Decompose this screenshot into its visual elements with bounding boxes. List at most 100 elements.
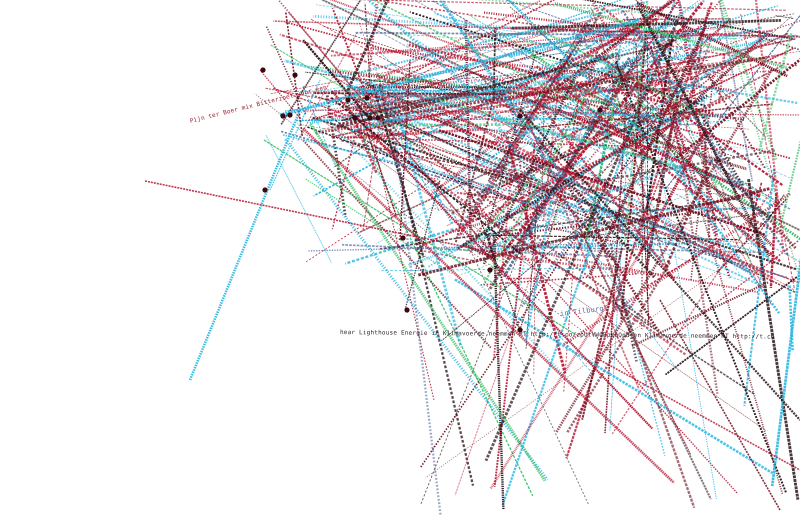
strand	[588, 84, 671, 191]
strand	[533, 201, 537, 375]
strand	[487, 111, 546, 194]
strand	[456, 94, 708, 251]
strand	[299, 109, 800, 116]
strand	[313, 92, 506, 96]
strand	[353, 120, 379, 175]
strand	[425, 231, 773, 479]
strand	[522, 123, 713, 131]
strand	[311, 94, 656, 213]
strand	[520, 218, 588, 308]
strand	[581, 247, 623, 420]
strand	[457, 181, 726, 277]
strand	[270, 44, 385, 113]
strand	[369, 25, 800, 263]
strand	[352, 101, 591, 371]
strand	[371, 84, 425, 258]
strand	[508, 21, 686, 58]
strand	[329, 69, 745, 121]
strand	[510, 18, 782, 30]
strand	[754, 193, 785, 241]
strand	[677, 15, 793, 116]
strand	[492, 230, 505, 510]
strand	[486, 94, 538, 106]
strand	[394, 33, 592, 47]
strand	[519, 109, 800, 421]
strand	[404, 150, 549, 217]
strand	[492, 144, 515, 361]
strand	[664, 161, 712, 268]
strand	[378, 84, 475, 486]
strand	[570, 76, 673, 237]
strand	[455, 147, 554, 202]
strand	[434, 12, 695, 89]
strand	[716, 25, 728, 69]
strand	[713, 158, 797, 250]
strand	[469, 189, 521, 331]
strand	[330, 97, 522, 255]
strand	[282, 134, 756, 253]
strand	[718, 0, 754, 182]
strand	[623, 0, 649, 242]
network-node	[352, 115, 358, 121]
strand	[421, 89, 661, 248]
strand	[640, 0, 784, 495]
strand	[441, 160, 662, 342]
strand	[488, 42, 648, 290]
strand	[456, 191, 538, 204]
strand	[420, 32, 606, 506]
strand	[327, 16, 600, 104]
strand	[758, 31, 793, 151]
strand	[480, 273, 637, 286]
strand	[302, 69, 595, 95]
strand	[482, 89, 590, 286]
strand	[484, 64, 634, 140]
strand	[309, 65, 694, 114]
strand	[269, 79, 321, 191]
strand	[482, 11, 655, 34]
strand	[454, 86, 597, 496]
strand	[620, 30, 648, 321]
strand	[690, 74, 715, 281]
strand	[419, 60, 697, 469]
strand	[336, 52, 619, 129]
strand	[671, 57, 800, 163]
strand	[378, 5, 643, 78]
strand	[384, 97, 454, 224]
strand	[664, 276, 798, 376]
strand	[331, 122, 359, 230]
strand	[350, 115, 651, 245]
strand	[313, 114, 766, 431]
strand	[469, 0, 623, 53]
strand	[273, 20, 800, 38]
strand	[788, 285, 794, 352]
strand	[770, 256, 800, 487]
strand	[554, 1, 787, 70]
network-node	[287, 112, 293, 118]
strand	[466, 142, 555, 226]
network-node	[364, 95, 370, 101]
strand	[611, 71, 666, 126]
strand	[591, 88, 791, 179]
strand	[352, 76, 601, 202]
strand	[740, 14, 795, 289]
strand	[370, 72, 471, 138]
strand	[346, 0, 390, 91]
strand	[775, 15, 794, 19]
strand	[329, 0, 649, 118]
strand	[279, 33, 523, 113]
strand	[279, 18, 641, 117]
strand	[582, 0, 793, 40]
strand	[414, 248, 473, 262]
strand	[618, 277, 666, 456]
strand	[417, 187, 770, 277]
strand	[535, 246, 769, 254]
strand	[558, 49, 599, 193]
strand	[442, 17, 658, 126]
strand	[487, 37, 583, 182]
strand	[505, 86, 696, 93]
strand	[702, 116, 711, 240]
network-node	[517, 113, 523, 119]
strand	[341, 139, 538, 181]
strand	[468, 8, 604, 225]
strand	[622, 96, 773, 246]
